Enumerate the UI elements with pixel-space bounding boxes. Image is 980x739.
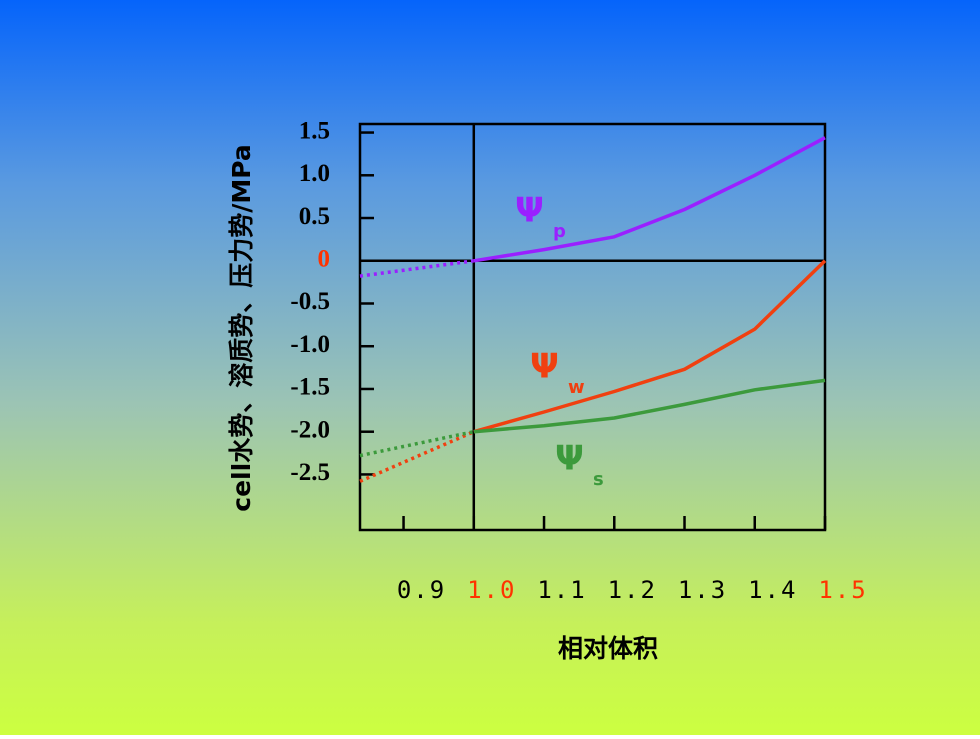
- x-tick-label: 1.5: [818, 576, 867, 604]
- y-tick-label: 1.0: [299, 160, 330, 187]
- series-label: Ψ: [515, 191, 544, 231]
- y-tick-label: -0.5: [290, 288, 330, 315]
- series-label-subscript: p: [553, 221, 566, 242]
- y-tick-label: -1.5: [290, 374, 330, 401]
- series-line: [473, 378, 826, 434]
- x-tick-label: 1.4: [748, 576, 797, 604]
- y-axis-title: cell水势、溶质势、压力势/MPa: [227, 144, 256, 511]
- x-tick-label: 1.3: [678, 576, 727, 604]
- series-line-dotted: [359, 429, 475, 458]
- series-label: Ψ: [555, 439, 584, 479]
- series-label: Ψ: [530, 347, 559, 387]
- series-label-subscript: s: [593, 469, 604, 490]
- series-label-subscript: w: [568, 377, 585, 398]
- x-tick-label: 1.1: [537, 576, 586, 604]
- series-line-dotted: [359, 259, 475, 278]
- x-tick-label: 1.2: [608, 576, 657, 604]
- y-tick-label: -2.0: [290, 416, 330, 443]
- plot-frame: [358, 122, 827, 532]
- x-tick-label: 0.9: [397, 576, 446, 604]
- y-tick-label: 1.5: [299, 117, 330, 144]
- x-tick-label: 1.0: [467, 576, 516, 604]
- series-line: [473, 136, 826, 263]
- y-tick-label: -1.0: [290, 331, 330, 358]
- y-tick-label: 0.5: [299, 203, 330, 230]
- y-tick-label: 0: [318, 245, 331, 272]
- y-tick-label: -2.5: [290, 459, 330, 486]
- series-line: [473, 259, 827, 434]
- series-line-dotted: [359, 430, 475, 483]
- x-axis-title: 相对体积: [558, 634, 658, 663]
